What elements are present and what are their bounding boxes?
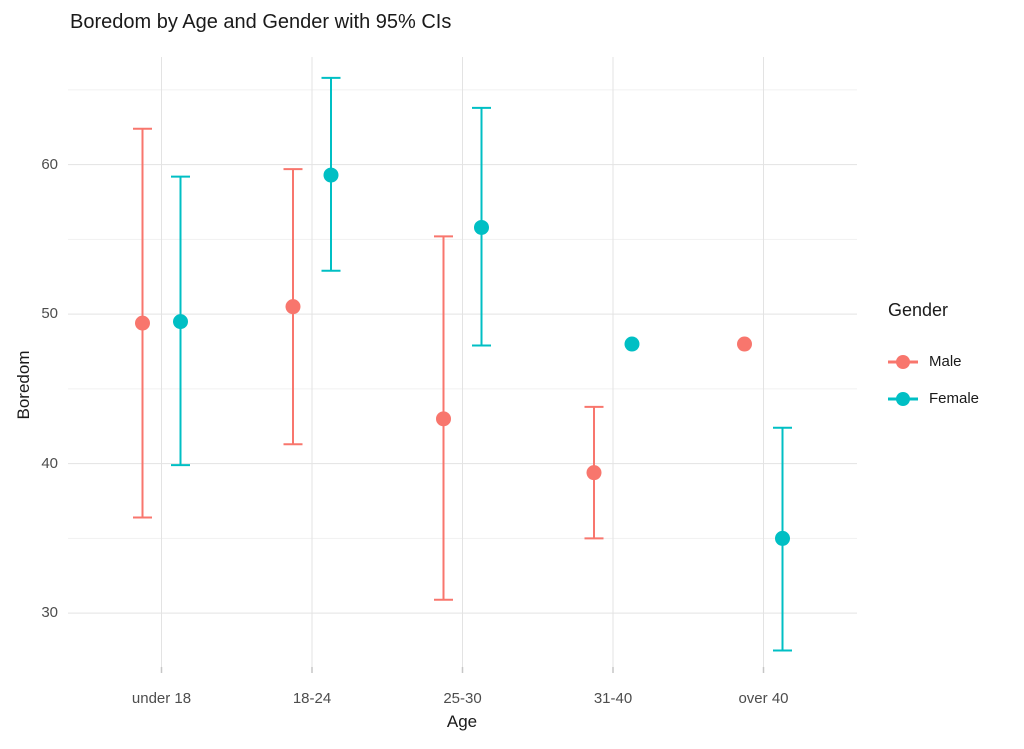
y-tick-label-30: 30	[41, 604, 58, 622]
legend-item-female: Female	[886, 380, 979, 417]
pointrange-male-over-40	[737, 336, 752, 352]
point	[436, 411, 451, 427]
x-tick-label-25-30: 25-30	[443, 690, 482, 707]
y-tick-label-60: 60	[41, 155, 58, 173]
pointrange-female-31-40	[624, 336, 640, 352]
point	[173, 314, 188, 330]
point	[135, 315, 150, 331]
legend-pointrange-glyph-male	[888, 354, 918, 369]
point	[624, 336, 640, 352]
point	[474, 219, 489, 235]
point	[586, 465, 602, 481]
x-axis-title: Age	[446, 712, 478, 731]
legend-item-male: Male	[886, 343, 979, 380]
point	[775, 530, 790, 546]
chart-title: Boredom by Age and Gender with 95% CIs	[70, 11, 452, 33]
x-tick-label-18-24: 18-24	[292, 690, 332, 707]
point	[323, 167, 339, 183]
legend-label-female: Female	[929, 390, 980, 407]
legend: Gender Male Female	[886, 298, 979, 417]
pointrange-female-under-18	[171, 175, 190, 467]
pointrange-male-25-30	[434, 235, 453, 601]
x-tick-label-under-18: under 18	[131, 690, 192, 707]
legend-pointrange-glyph-female	[888, 391, 918, 406]
pointrange-male-under-18	[133, 127, 152, 519]
pointrange-female-over-40	[773, 426, 792, 652]
pointrange-male-31-40	[584, 405, 604, 540]
x-tick-label-31-40: 31-40	[593, 690, 633, 707]
legend-key-point	[896, 354, 910, 369]
y-tick-label-50: 50	[41, 305, 58, 323]
legend-key-point	[896, 391, 910, 406]
point	[737, 336, 752, 352]
y-tick-label-40: 40	[41, 454, 58, 472]
y-axis-title: Boredom	[14, 350, 33, 420]
legend-label-male: Male	[929, 353, 962, 370]
pointrange-female-25-30	[472, 106, 491, 347]
pointrange-female-18-24	[321, 76, 341, 272]
point	[285, 299, 301, 315]
pointrange-male-18-24	[283, 168, 303, 446]
x-tick-label-over-40: over 40	[738, 690, 789, 707]
legend-title: Gender	[888, 300, 949, 320]
legend-items: Male Female	[886, 343, 979, 417]
